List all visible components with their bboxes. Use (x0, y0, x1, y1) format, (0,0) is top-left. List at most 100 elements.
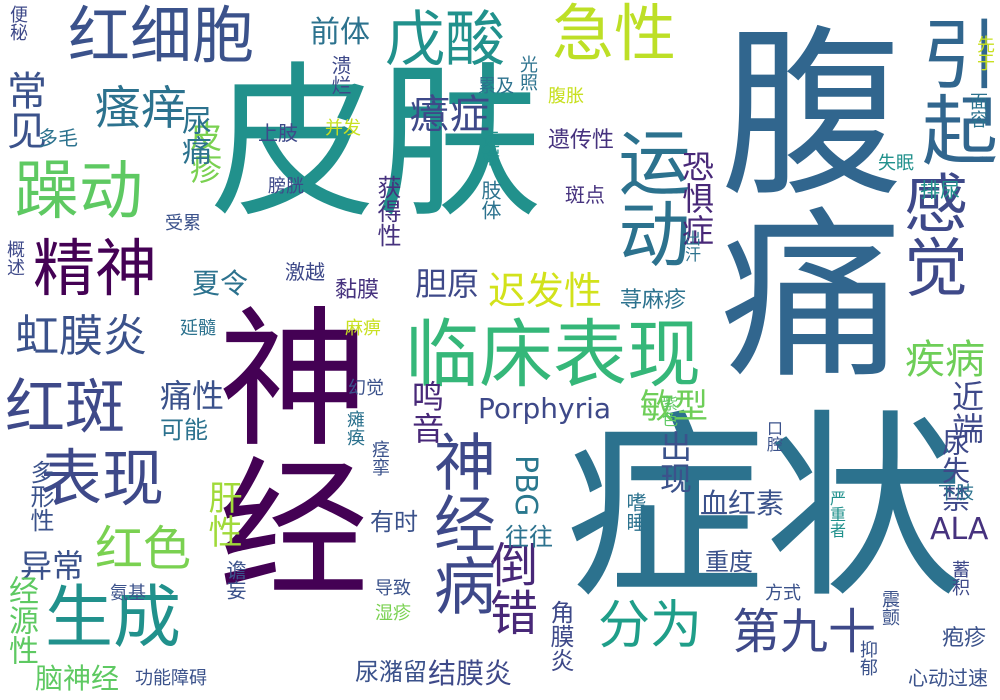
word: 激越 (285, 260, 325, 284)
word: 临床表现 (405, 312, 701, 398)
word: 尿痛 (176, 105, 211, 165)
word: 经源性 (3, 575, 38, 665)
word: 出现 (655, 430, 693, 494)
word: 严重者 (827, 490, 846, 538)
word: 便秘 (7, 5, 28, 41)
word: 戊酸 (385, 5, 505, 75)
word: 前体 (310, 15, 370, 50)
word: 溃烂 (328, 55, 352, 95)
word: 常见 (0, 70, 46, 150)
word: 神经病 (423, 430, 496, 616)
word: 血红素 (700, 487, 785, 520)
word: 失眠 (878, 153, 914, 174)
word: 获得性 (373, 175, 401, 247)
word: 神经 (193, 300, 367, 600)
word: 麻痹 (345, 318, 381, 339)
word: 湿疹 (375, 603, 411, 624)
word: 脑神经 (35, 662, 120, 695)
word: 排尿 (920, 178, 960, 202)
word: 虹膜炎 (15, 311, 147, 362)
word: 瘫痪 (344, 410, 365, 446)
word: 尿失禁 (938, 428, 971, 512)
word: 表现 (40, 442, 165, 515)
word: 导致 (375, 578, 411, 599)
word: 腹痛 (690, 18, 902, 382)
word: 氨基 (110, 583, 146, 604)
word: 夏令 (192, 267, 249, 300)
word: 疱疹 (942, 626, 987, 651)
word: 疾病 (905, 337, 985, 383)
word: 红斑 (5, 373, 125, 443)
word: 蓄积 (949, 560, 970, 596)
word: 嗜睡 (623, 492, 647, 532)
word: 痛性 (160, 377, 225, 415)
word: 尿潴留 (355, 658, 427, 686)
word: 往往 (505, 523, 553, 551)
word: 近端 (947, 380, 985, 444)
word: 运动 (606, 125, 690, 269)
word: 紫色 (659, 395, 678, 427)
word: 角膜炎 (546, 600, 574, 672)
word: 急性 (552, 0, 677, 70)
word: 引起 (909, 15, 998, 167)
word: 震颤 (879, 590, 900, 626)
word: 受累 (165, 213, 201, 234)
word: 鸣音 (407, 380, 445, 444)
word: 倒错 (481, 540, 537, 636)
word: 恐惧症 (677, 150, 715, 246)
word: 可能 (160, 416, 208, 444)
word: 症状 (565, 393, 966, 626)
word: 累及 (478, 76, 514, 97)
word: Porphyria (478, 392, 612, 425)
word: 有时 (370, 508, 418, 536)
word: 肝性 (202, 480, 242, 548)
word: 延髓 (180, 318, 216, 339)
word: 并发 (325, 118, 361, 139)
word: 红色 (95, 521, 192, 577)
word: 皮疹 (185, 120, 223, 184)
word: 远端 (479, 130, 500, 166)
word: 红细胞 (68, 0, 255, 72)
word: 光照 (517, 55, 538, 91)
word: 遗传性 (548, 128, 615, 153)
word: 心动过速 (908, 666, 988, 690)
word: 斑点 (565, 183, 605, 207)
word: 方式 (765, 583, 801, 604)
word: 生成 (45, 579, 182, 658)
word: 精神 (33, 232, 158, 305)
word: 第九十 (732, 604, 877, 660)
word: 分为 (598, 596, 703, 656)
word: 幻觉 (348, 378, 384, 399)
word: ALA (930, 512, 989, 547)
word: 抑郁 (857, 640, 878, 676)
word: 出汗 (682, 230, 701, 262)
word: 黏膜 (335, 278, 380, 303)
word: 瘙痒 (95, 81, 187, 135)
word: 下肢 (938, 483, 974, 504)
word: 躁动 (15, 155, 143, 229)
word: 谵妄 (223, 560, 247, 600)
word: 腹胀 (548, 86, 584, 107)
word: 感觉 (893, 170, 967, 298)
word: 异常 (20, 547, 85, 585)
word: 口腔 (764, 420, 783, 452)
word: 肢体 (478, 180, 502, 220)
word: 胆原 (415, 265, 480, 303)
word: 结膜炎 (428, 657, 513, 690)
word: PBG (508, 455, 543, 517)
word: 皮肤 (210, 48, 542, 241)
word: 概述 (4, 240, 25, 276)
word: 敏型 (640, 387, 708, 427)
word: 多毛 (38, 126, 78, 150)
word: 荨麻疹 (620, 288, 687, 313)
word: 多形性 (26, 460, 54, 532)
word: 痉挛 (369, 440, 390, 476)
word: 功能障碍 (135, 668, 207, 689)
word: 重度 (705, 548, 753, 576)
word: 面容 (967, 92, 988, 128)
word: 上肢 (258, 121, 298, 145)
word: 膀胱 (268, 176, 304, 197)
word: 癔症 (410, 92, 490, 138)
word: 先于 (974, 35, 995, 71)
